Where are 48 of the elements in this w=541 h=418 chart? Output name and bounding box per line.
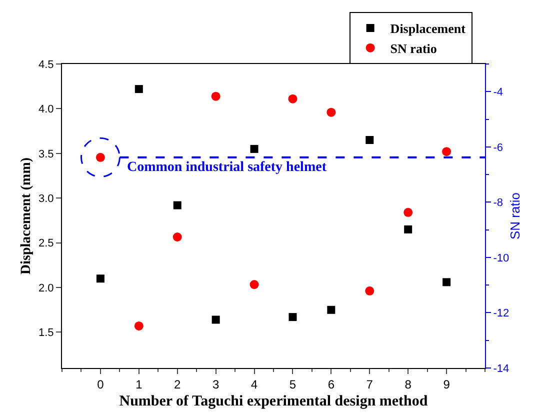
point (404, 225, 412, 234)
y-tick-label: 2.0 (38, 282, 54, 294)
ref-line-label: Common industrial safety helmet (127, 160, 327, 175)
x-tick-label: 3 (212, 377, 220, 392)
y-axis-title: Displacement (mm) (19, 157, 34, 275)
y2-tick-label: -10 (493, 252, 510, 264)
point (404, 208, 413, 217)
x-tick-label: 7 (366, 377, 374, 392)
point (250, 144, 258, 153)
point (211, 92, 220, 101)
point (366, 136, 374, 144)
y2-tick-label: -8 (493, 197, 503, 210)
x-tick-label: 9 (443, 377, 450, 392)
x-tick-label: 2 (174, 377, 182, 392)
point (96, 274, 104, 283)
x-tick-label: 0 (97, 377, 104, 392)
x-tick-label: 8 (404, 377, 412, 392)
point (250, 280, 259, 290)
point (172, 232, 182, 242)
point (365, 286, 374, 296)
point (442, 278, 451, 286)
y-tick-label: 2.5 (38, 238, 54, 250)
y-tick-label: 3.5 (38, 148, 54, 160)
y2-tick-label: -12 (493, 308, 510, 320)
point (134, 321, 144, 330)
x-tick-label: 6 (328, 377, 335, 392)
x-tick-label: 5 (289, 377, 296, 392)
y2-tick-label: -4 (493, 86, 503, 98)
point (288, 313, 297, 322)
point (442, 147, 452, 156)
point (212, 316, 220, 324)
x-tick-label: 1 (136, 377, 143, 392)
y-tick-label: 1.5 (38, 327, 54, 340)
x-tick-label: 4 (250, 377, 258, 392)
legend-label: Displacement (390, 21, 466, 36)
point (326, 108, 336, 117)
point (288, 94, 298, 104)
y-tick-label: 4.5 (38, 58, 54, 71)
y2-tick-label: -6 (493, 142, 503, 154)
legend-label: SN ratio (390, 40, 437, 56)
y-tick-label: 4.0 (38, 104, 54, 116)
x-axis-title: Number of Taguchi experimental design method (119, 393, 428, 410)
point (173, 201, 182, 210)
point (134, 85, 143, 94)
y2-axis-title: SN ratio (508, 192, 523, 240)
y-tick-label: 3.0 (38, 192, 54, 205)
point (327, 306, 336, 314)
y2-tick-label: -14 (493, 362, 510, 375)
